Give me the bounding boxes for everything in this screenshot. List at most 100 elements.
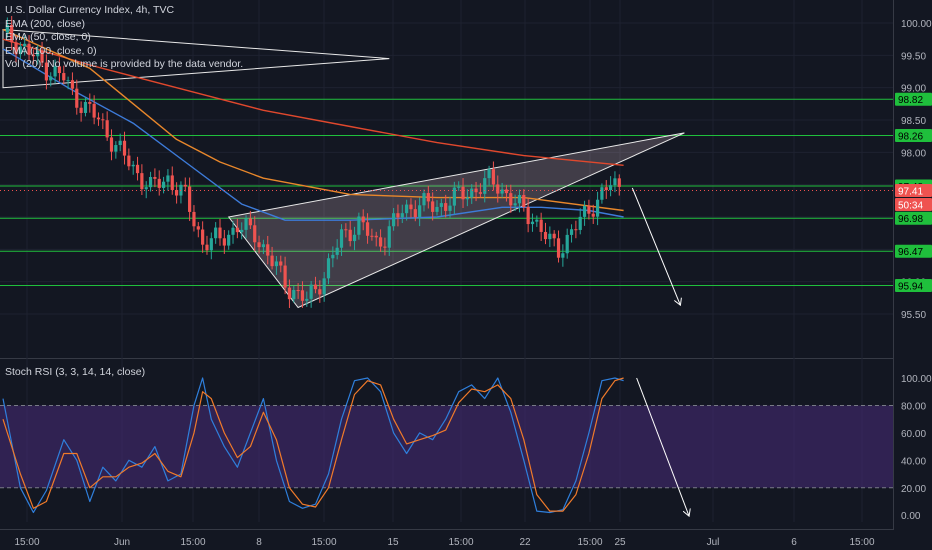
triangle-drawing (2, 28, 390, 89)
candle-body (10, 25, 14, 43)
candle-body (569, 229, 574, 235)
candle-body (105, 120, 109, 138)
time-axis-tick: 15:00 (14, 537, 39, 548)
candle-body (227, 234, 231, 246)
price-axis-tick: 95.50 (901, 310, 926, 321)
candle-body (109, 137, 114, 152)
price-badge-label[interactable]: 96.98 (898, 214, 923, 225)
candle-body (31, 54, 35, 57)
price-badge-label[interactable]: 98.26 (898, 131, 923, 142)
candle-body (144, 187, 148, 190)
stoch-rsi-band (0, 405, 893, 488)
candle-body (396, 213, 400, 218)
time-axis-tick: 15:00 (577, 537, 602, 548)
price-badge-label[interactable]: 98.82 (898, 95, 923, 106)
price-badge-label[interactable]: 50:34 (898, 200, 923, 211)
candle-body (170, 175, 174, 190)
time-axis-tick: 15:00 (849, 537, 874, 548)
volume-legend[interactable]: Vol (20): No volume is provided by the d… (5, 58, 244, 70)
candle-body (140, 173, 144, 190)
candle-body (478, 192, 482, 194)
rsi-axis-tick: 20.00 (901, 484, 926, 495)
candle-body (561, 253, 565, 258)
price-badge-label[interactable]: 95.94 (898, 281, 923, 292)
candle-body (153, 176, 157, 179)
candle-body (409, 204, 413, 210)
candle-body (504, 189, 509, 194)
ema50-legend[interactable]: EMA (50, close, 0) (5, 31, 91, 43)
time-axis-tick: 15:00 (311, 537, 336, 548)
price-badge-bg (895, 92, 932, 106)
candle-body (287, 287, 292, 300)
candle-body (75, 88, 79, 108)
candle-body (300, 290, 305, 301)
candle-body (392, 213, 396, 227)
price-badge-bg (895, 211, 932, 225)
candle-body (88, 101, 92, 104)
candle-body (378, 237, 383, 247)
price-badge-label[interactable]: 96.47 (898, 247, 923, 258)
candle-body (318, 289, 322, 295)
ema100-legend[interactable]: EMA (100, close, 0) (5, 44, 97, 57)
time-axis-tick: 8 (256, 537, 262, 548)
candle-body (283, 265, 287, 288)
symbol-title[interactable]: U.S. Dollar Currency Index, 4h, TVC (5, 4, 175, 16)
projection-arrow (631, 187, 680, 304)
candle-body (405, 204, 409, 214)
candle-body (431, 201, 435, 212)
candle-body (452, 187, 456, 206)
candle-body (270, 255, 274, 267)
candle-body (305, 298, 309, 301)
candle-body (556, 238, 561, 258)
candle-body (565, 234, 569, 254)
candle-body (617, 178, 621, 187)
candle-body (27, 43, 31, 55)
candle-body (574, 229, 578, 231)
rsi-axis-tick: 100.00 (901, 374, 932, 385)
candle-body (214, 227, 218, 239)
candle-body (530, 221, 535, 225)
price-badge-bg (895, 183, 932, 197)
candle-body (18, 46, 22, 55)
candle-body (365, 222, 370, 236)
candle-body (96, 117, 101, 120)
rsi-axis-tick: 0.00 (901, 511, 921, 522)
candle-body (413, 209, 417, 218)
candle-body (40, 50, 44, 63)
rsi-projection-arrow (636, 377, 689, 515)
ema200-line (2, 38, 624, 166)
candle-body (552, 233, 556, 239)
ema200-legend[interactable]: EMA (200, close) (5, 17, 85, 30)
candle-body (261, 244, 265, 248)
ema100-line (2, 28, 624, 212)
candle-body (222, 238, 226, 246)
candle-body (292, 290, 296, 300)
candle-body (231, 227, 235, 235)
candle-body (157, 178, 161, 188)
candle-body (483, 178, 487, 194)
time-axis-tick: 25 (614, 537, 626, 548)
candle-body (435, 206, 439, 212)
price-badge-label[interactable]: 97.41 (898, 186, 923, 197)
rsi-axis-tick: 40.00 (901, 456, 926, 467)
candle-body (535, 219, 539, 222)
candle-body (609, 185, 613, 191)
candle-body (131, 164, 135, 167)
candle-body (49, 76, 53, 81)
horizontal-levels (0, 98, 893, 287)
candle-body (383, 246, 387, 248)
rsi-axis: 100.00 80.00 60.00 40.00 20.00 0.00 (901, 374, 932, 522)
candle-body (79, 107, 83, 113)
candle-body (53, 66, 57, 77)
stoch-rsi-title[interactable]: Stoch RSI (3, 3, 14, 14, close) (5, 366, 146, 378)
candle-body (439, 203, 443, 207)
candle-body (331, 254, 335, 259)
candle-body (491, 169, 496, 185)
time-axis-tick: 22 (519, 537, 531, 548)
candle-body (487, 169, 491, 179)
rising-wedge-drawing (227, 132, 685, 309)
price-axis-tick: 100.00 (901, 19, 932, 30)
candle-body (513, 203, 517, 206)
